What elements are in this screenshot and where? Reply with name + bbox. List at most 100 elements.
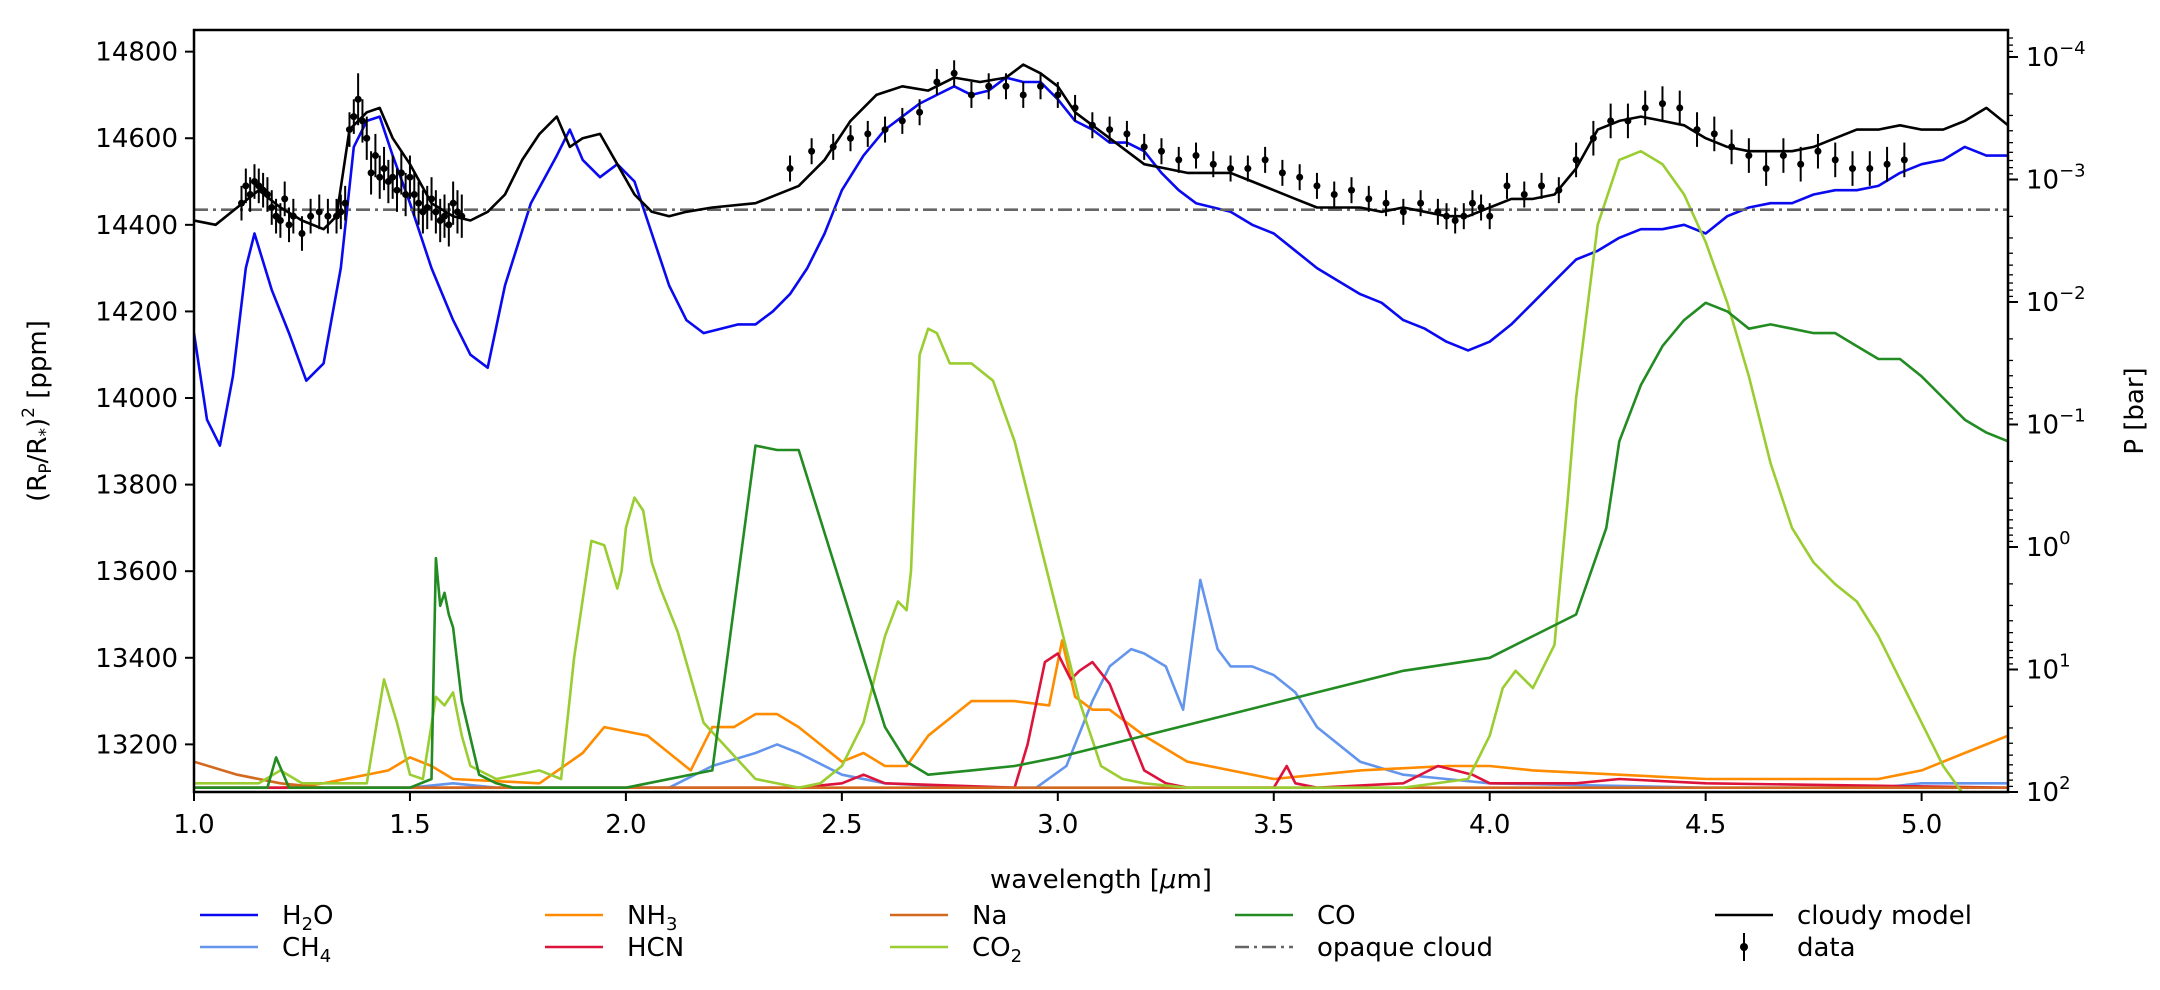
data-point xyxy=(384,178,392,186)
x-tick-label: 2.5 xyxy=(821,810,862,840)
data-point xyxy=(406,173,414,181)
data-point xyxy=(985,82,993,90)
data-point xyxy=(1797,160,1805,168)
data-point xyxy=(1624,117,1632,125)
data-point xyxy=(238,199,246,207)
legend-label: data xyxy=(1797,933,1856,963)
data-point xyxy=(950,69,958,77)
data-point xyxy=(1019,91,1027,99)
data-point xyxy=(376,173,384,181)
data-point xyxy=(1641,104,1649,112)
data-point xyxy=(1443,212,1451,220)
data-point xyxy=(453,208,461,216)
legend-label: cloudy model xyxy=(1797,901,1972,931)
data-point xyxy=(1745,152,1753,160)
series-layer xyxy=(194,60,2008,792)
legend-item: data xyxy=(1740,933,1856,963)
data-point xyxy=(1693,126,1701,134)
data-point xyxy=(1192,152,1200,160)
x-tick-label: 4.5 xyxy=(1685,810,1726,840)
data-point xyxy=(285,221,293,229)
data-point xyxy=(1779,152,1787,160)
legend-label: opaque cloud xyxy=(1317,933,1493,963)
data-point xyxy=(458,212,466,220)
legend-label: H2O xyxy=(282,901,333,935)
data-point xyxy=(1434,208,1442,216)
y-axis: 13200 13400 13600 13800 14000 14200 14400 14600… xyxy=(95,38,194,760)
legend-item: H2O xyxy=(200,901,333,935)
data-point xyxy=(1313,182,1321,190)
data-point xyxy=(1658,100,1666,108)
data-point xyxy=(1486,212,1494,220)
data-point xyxy=(281,195,289,203)
data-point xyxy=(423,204,431,212)
data-point xyxy=(272,212,280,220)
x-tick-label: 1.0 xyxy=(173,810,214,840)
legend-label: Na xyxy=(972,901,1007,931)
data-point xyxy=(307,212,315,220)
y-tick-label: 14000 xyxy=(95,384,178,414)
data-point xyxy=(864,130,872,138)
data-point xyxy=(1831,156,1839,164)
data-point xyxy=(1106,126,1114,134)
data-point xyxy=(1365,195,1373,203)
legend-item: CO xyxy=(1235,901,1356,931)
data-point xyxy=(1477,204,1485,212)
x-tick-label: 3.0 xyxy=(1037,810,1078,840)
data-point xyxy=(1589,134,1597,142)
data-point xyxy=(389,173,397,181)
y2-tick-label: 10−4 xyxy=(2026,38,2086,73)
x-tick-label: 1.5 xyxy=(389,810,430,840)
secondary-y-axis-label: P [bar] xyxy=(2120,367,2150,454)
data-point xyxy=(367,169,375,177)
x-tick-label: 4.0 xyxy=(1469,810,1510,840)
data-point xyxy=(1814,147,1822,155)
y2-tick-label: 10−1 xyxy=(2026,406,2086,441)
data-point xyxy=(402,191,410,199)
legend-label: CO xyxy=(1317,901,1356,931)
y2-tick-label: 100 xyxy=(2026,528,2071,563)
data-point xyxy=(1175,156,1183,164)
data-point xyxy=(1382,199,1390,207)
data-point xyxy=(393,186,401,194)
data-point xyxy=(1157,147,1165,155)
data-point xyxy=(371,152,379,160)
series-line-co xyxy=(194,301,2008,789)
data-point xyxy=(1460,212,1468,220)
data-point xyxy=(363,134,371,142)
data-point xyxy=(449,199,457,207)
data-point xyxy=(1054,91,1062,99)
data-point xyxy=(298,229,306,237)
y2-tick-label: 101 xyxy=(2026,651,2071,686)
data-point xyxy=(829,143,837,151)
data-point xyxy=(1520,191,1528,199)
data-point xyxy=(380,165,388,173)
data-point xyxy=(786,165,794,173)
data-point xyxy=(276,217,284,224)
data-point xyxy=(419,208,427,216)
data-point xyxy=(345,126,353,134)
data-point xyxy=(1849,165,1857,173)
data-point xyxy=(1278,169,1286,177)
data-point xyxy=(846,134,854,142)
x-axis-label: wavelength [μm] xyxy=(990,865,1212,895)
y-tick-label: 14600 xyxy=(95,124,178,154)
data-point xyxy=(1244,165,1252,173)
data-point xyxy=(1607,117,1615,125)
data-point xyxy=(1399,208,1407,216)
x-tick-label: 3.5 xyxy=(1253,810,1294,840)
data-point xyxy=(268,204,276,212)
data-point xyxy=(337,208,345,216)
data-point xyxy=(916,108,924,116)
data-point xyxy=(410,191,418,199)
y-tick-label: 14800 xyxy=(95,38,178,68)
data-point xyxy=(1900,156,1908,164)
data-point xyxy=(341,199,349,207)
data-point xyxy=(315,208,323,216)
legend-label: CH4 xyxy=(282,933,331,967)
data-point xyxy=(1883,160,1891,168)
y-tick-label: 14200 xyxy=(95,297,178,327)
legend-label: HCN xyxy=(627,933,684,963)
data-point xyxy=(250,178,258,186)
